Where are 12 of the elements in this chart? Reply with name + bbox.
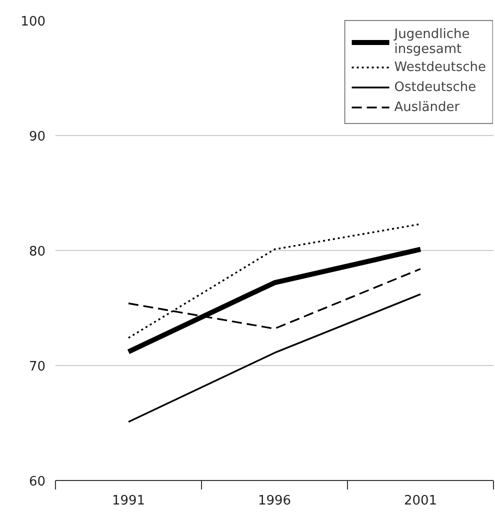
y-tick-label: 90 [28, 130, 46, 144]
legend-label: Jugendliche insgesamt [394, 27, 470, 57]
y-tick-label: 80 [28, 244, 46, 260]
x-tick-label: 1991 [112, 494, 146, 508]
x-tick-label: 1996 [258, 494, 292, 508]
y-tick-label: 60 [28, 474, 46, 490]
legend-label: Ausländer [394, 100, 460, 114]
x-tick-label: 2001 [404, 494, 438, 508]
legend-label: Westdeutsche [394, 60, 486, 74]
legend-label: Ostdeutsche [394, 80, 476, 94]
y-tick-label: 70 [28, 360, 46, 374]
y-tick-label: 100 [20, 14, 46, 30]
